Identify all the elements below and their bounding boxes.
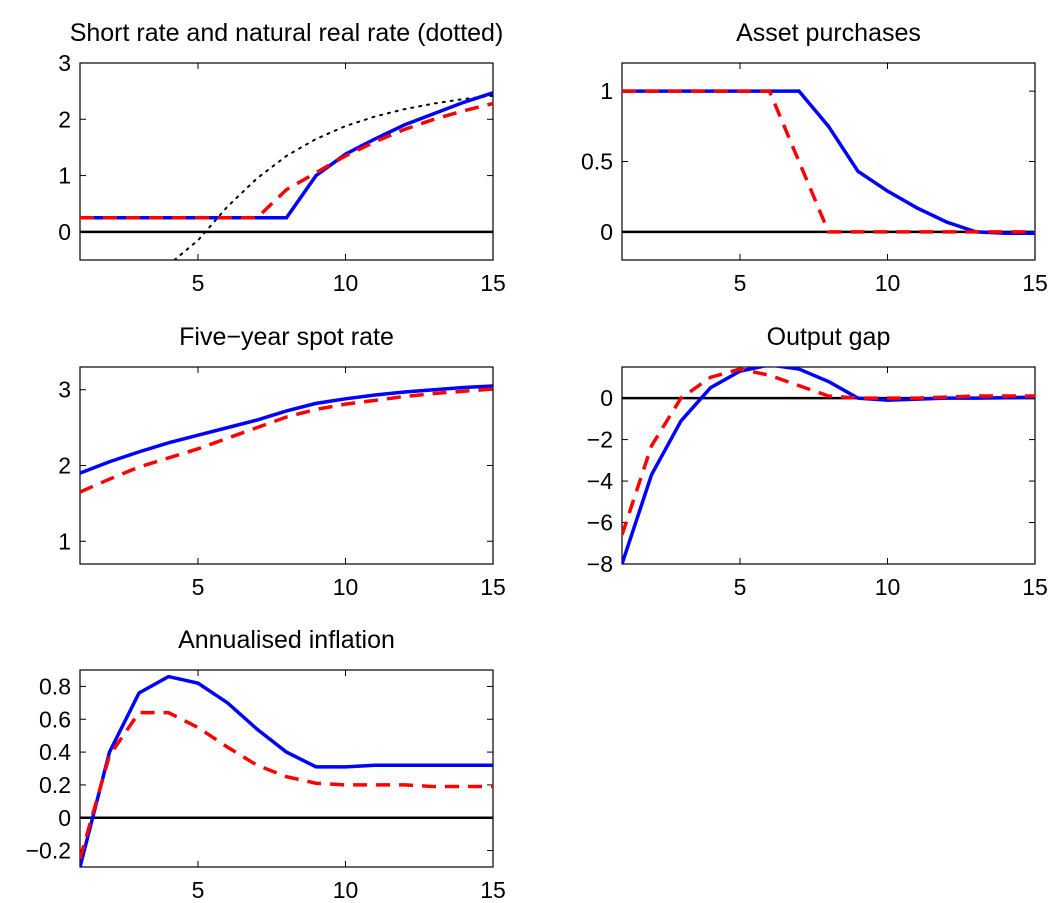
- series-line-dashed: [622, 367, 1035, 536]
- x-tick-label: 10: [333, 574, 359, 600]
- series-line-dashed: [80, 101, 493, 220]
- y-tick-label: 1: [58, 528, 71, 554]
- y-tick-label: 0.2: [39, 772, 71, 798]
- panel-3: Five−year spot rate 5 10 15 1 2 3: [58, 323, 506, 600]
- panel-1: Short rate and natural real rate (dotted…: [58, 19, 506, 296]
- panel-4: Output gap 5 10 15 −8 −6 −4 −2 0: [587, 323, 1048, 600]
- x-tick-label: 10: [875, 270, 901, 296]
- y-tick-label: 1: [58, 163, 71, 189]
- x-tick-label: 15: [480, 574, 506, 600]
- y-tick-label: 0.6: [39, 706, 71, 732]
- x-tick-label: 15: [1022, 270, 1048, 296]
- y-tick-label: 0.8: [39, 673, 71, 699]
- axes-box: [79, 62, 494, 261]
- x-tick-label: 10: [333, 877, 359, 903]
- x-tick-label: 10: [333, 270, 359, 296]
- x-tick-label: 5: [192, 877, 205, 903]
- x-tick-label: 5: [192, 270, 205, 296]
- y-tick-label: 0: [58, 805, 71, 831]
- x-tick-label: 5: [734, 270, 747, 296]
- y-tick-label: 0: [58, 219, 71, 245]
- y-tick-label: −6: [587, 510, 613, 536]
- x-tick-label: 10: [875, 574, 901, 600]
- chart-title: Short rate and natural real rate (dotted…: [70, 19, 504, 47]
- y-tick-label: −8: [587, 551, 613, 577]
- y-tick-label: 3: [58, 377, 71, 403]
- chart-title: Five−year spot rate: [179, 323, 394, 351]
- chart-title: Asset purchases: [736, 19, 921, 47]
- x-tick-label: 15: [480, 270, 506, 296]
- y-tick-label: 0.4: [39, 739, 71, 765]
- series-line-solid: [80, 91, 493, 220]
- chart-title: Output gap: [767, 323, 891, 351]
- series-line-dashed: [80, 710, 493, 860]
- x-tick-label: 5: [734, 574, 747, 600]
- y-tick-label: 3: [58, 50, 71, 76]
- y-tick-label: −0.2: [26, 838, 71, 864]
- axes-box: [79, 366, 494, 565]
- series-line-dashed: [622, 89, 1035, 234]
- panel-5: Annualised inflation 5 10 15 −0.2 0 0.2 0.4 0.6 0…: [26, 626, 506, 903]
- x-tick-label: 15: [1022, 574, 1048, 600]
- y-tick-label: 0: [600, 385, 613, 411]
- panel-2: Asset purchases 5 10 15 0 0.5 1: [581, 19, 1048, 296]
- y-tick-label: 0.5: [581, 149, 613, 175]
- y-tick-label: 2: [58, 453, 71, 479]
- axes-box: [79, 669, 494, 868]
- y-tick-label: −2: [587, 427, 613, 453]
- y-tick-label: 2: [58, 106, 71, 132]
- series-line-solid: [80, 384, 493, 475]
- x-tick-label: 5: [192, 574, 205, 600]
- series-line-solid: [622, 89, 1035, 236]
- series-line-dashed: [80, 387, 493, 494]
- y-tick-label: −4: [587, 468, 613, 494]
- series-line-solid: [80, 674, 493, 867]
- y-tick-label: 0: [600, 219, 613, 245]
- chart-title: Annualised inflation: [178, 626, 395, 654]
- x-tick-label: 15: [480, 877, 506, 903]
- y-tick-label: 1: [600, 78, 613, 104]
